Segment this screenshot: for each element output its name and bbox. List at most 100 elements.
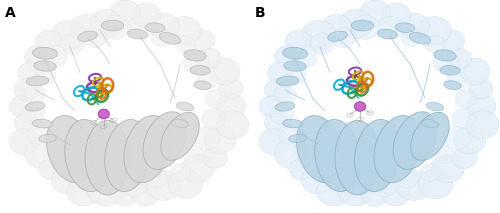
Circle shape <box>14 113 38 134</box>
Ellipse shape <box>145 23 165 33</box>
Circle shape <box>88 10 123 39</box>
Circle shape <box>264 113 288 134</box>
Ellipse shape <box>172 119 188 128</box>
Ellipse shape <box>85 120 130 195</box>
Ellipse shape <box>351 20 374 31</box>
Circle shape <box>196 71 218 89</box>
Circle shape <box>290 45 318 68</box>
Circle shape <box>24 46 50 67</box>
Circle shape <box>309 154 331 173</box>
Circle shape <box>289 159 314 180</box>
Ellipse shape <box>104 119 150 191</box>
Circle shape <box>370 174 398 197</box>
Circle shape <box>466 111 499 139</box>
Ellipse shape <box>444 81 461 90</box>
Circle shape <box>433 51 460 74</box>
Circle shape <box>9 96 34 117</box>
Circle shape <box>420 163 441 181</box>
Ellipse shape <box>32 47 58 59</box>
Ellipse shape <box>282 47 308 59</box>
Circle shape <box>274 85 296 104</box>
Circle shape <box>216 111 249 139</box>
Ellipse shape <box>374 115 421 183</box>
Circle shape <box>59 154 81 173</box>
Circle shape <box>51 167 83 194</box>
Circle shape <box>184 145 204 164</box>
Circle shape <box>362 183 388 206</box>
Ellipse shape <box>395 23 415 33</box>
Circle shape <box>452 109 475 129</box>
Circle shape <box>127 16 153 39</box>
Circle shape <box>197 48 222 69</box>
Circle shape <box>301 167 333 194</box>
Circle shape <box>216 94 246 119</box>
Circle shape <box>168 169 203 199</box>
Circle shape <box>468 78 493 99</box>
Ellipse shape <box>440 65 460 75</box>
Ellipse shape <box>335 120 380 195</box>
Ellipse shape <box>422 119 438 128</box>
Ellipse shape <box>161 112 199 160</box>
Ellipse shape <box>26 76 48 86</box>
Circle shape <box>326 167 349 187</box>
Circle shape <box>170 163 191 181</box>
Circle shape <box>455 89 477 108</box>
Ellipse shape <box>328 31 347 41</box>
Circle shape <box>294 140 316 159</box>
Circle shape <box>202 147 228 168</box>
Circle shape <box>377 16 403 39</box>
Circle shape <box>146 170 181 200</box>
Circle shape <box>60 33 84 55</box>
Circle shape <box>76 167 100 187</box>
Ellipse shape <box>32 119 52 128</box>
Ellipse shape <box>190 65 210 75</box>
Circle shape <box>209 58 240 85</box>
Circle shape <box>286 30 312 53</box>
Ellipse shape <box>184 50 206 61</box>
Circle shape <box>175 36 195 53</box>
Circle shape <box>264 79 291 101</box>
Circle shape <box>316 176 351 206</box>
Circle shape <box>44 140 66 159</box>
Ellipse shape <box>409 33 431 44</box>
Circle shape <box>190 30 214 50</box>
Circle shape <box>338 10 373 39</box>
Ellipse shape <box>25 102 45 111</box>
Circle shape <box>131 181 160 206</box>
Circle shape <box>440 30 464 50</box>
Circle shape <box>321 14 352 41</box>
Ellipse shape <box>128 29 148 39</box>
Circle shape <box>132 3 161 28</box>
Circle shape <box>151 29 172 47</box>
Circle shape <box>66 176 101 206</box>
Text: A: A <box>5 6 16 20</box>
Circle shape <box>52 20 86 49</box>
Circle shape <box>347 173 373 195</box>
Ellipse shape <box>194 81 211 90</box>
Circle shape <box>285 67 306 85</box>
Ellipse shape <box>78 31 98 41</box>
Ellipse shape <box>159 33 181 44</box>
Ellipse shape <box>378 29 398 39</box>
Ellipse shape <box>296 115 344 183</box>
Circle shape <box>183 51 210 74</box>
Circle shape <box>120 174 148 197</box>
Circle shape <box>9 129 40 155</box>
Ellipse shape <box>275 102 295 111</box>
Circle shape <box>396 169 418 188</box>
Circle shape <box>18 62 43 84</box>
Circle shape <box>274 46 300 67</box>
Circle shape <box>396 170 431 200</box>
Circle shape <box>202 109 226 129</box>
Circle shape <box>338 175 374 206</box>
Ellipse shape <box>176 102 194 111</box>
Circle shape <box>112 183 138 206</box>
Ellipse shape <box>46 115 94 183</box>
Circle shape <box>182 154 214 183</box>
Ellipse shape <box>39 134 56 142</box>
Circle shape <box>146 169 168 188</box>
Circle shape <box>218 78 243 99</box>
Ellipse shape <box>426 102 444 111</box>
Circle shape <box>399 13 429 39</box>
Circle shape <box>352 15 380 39</box>
